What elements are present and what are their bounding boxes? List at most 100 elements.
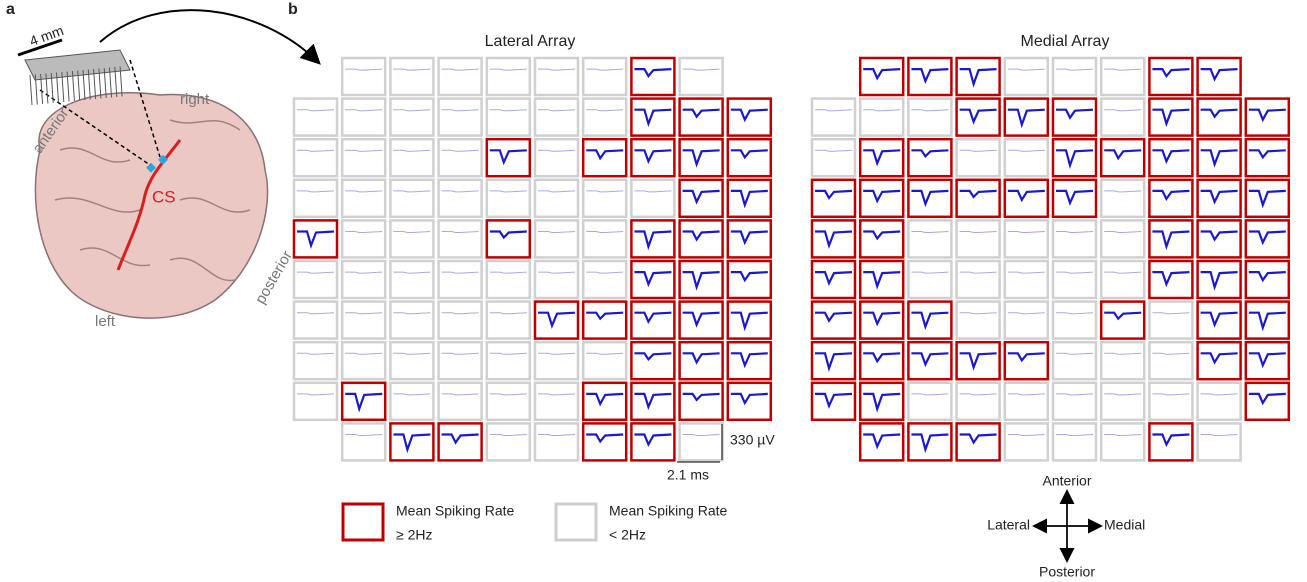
channel xyxy=(292,381,339,422)
channel xyxy=(485,259,532,300)
waveform xyxy=(538,311,576,329)
channel xyxy=(1196,340,1242,381)
channel xyxy=(678,56,724,97)
waveform xyxy=(730,108,768,123)
channel xyxy=(1003,422,1050,462)
channel xyxy=(485,422,532,462)
waveform xyxy=(1007,393,1045,396)
channel xyxy=(533,219,580,259)
channel xyxy=(1003,340,1050,381)
waveform xyxy=(815,352,853,372)
channel xyxy=(1196,219,1242,259)
channel xyxy=(485,340,532,381)
array-site xyxy=(146,162,156,173)
waveform xyxy=(1007,149,1045,152)
direction-label: right xyxy=(180,91,210,108)
channel xyxy=(1051,381,1098,422)
waveform xyxy=(730,149,768,160)
waveform xyxy=(393,190,431,193)
pin xyxy=(87,69,91,100)
pin xyxy=(98,68,102,99)
waveform xyxy=(1056,271,1094,274)
channel xyxy=(858,340,905,381)
panel-label: a xyxy=(6,1,15,18)
channel xyxy=(533,381,580,422)
channel xyxy=(437,300,483,340)
waveform xyxy=(682,149,720,168)
channel xyxy=(533,259,580,300)
channel xyxy=(533,97,580,137)
waveform xyxy=(911,271,949,274)
waveform xyxy=(441,190,479,193)
waveform xyxy=(586,109,624,112)
panel-label: b xyxy=(288,1,298,18)
channel xyxy=(1148,422,1194,462)
channel xyxy=(1244,219,1291,259)
channel xyxy=(726,300,773,340)
channel xyxy=(955,137,1001,178)
channel xyxy=(485,178,532,219)
waveform xyxy=(863,230,901,241)
channel xyxy=(858,422,905,462)
waveform xyxy=(489,271,527,274)
waveform xyxy=(586,311,624,321)
waveform xyxy=(863,352,901,364)
channel xyxy=(1003,259,1050,300)
waveform xyxy=(297,230,335,249)
waveform xyxy=(815,149,853,152)
waveform xyxy=(959,271,997,274)
waveform xyxy=(682,230,720,242)
channel xyxy=(389,300,435,340)
waveform xyxy=(911,149,949,159)
channel xyxy=(340,300,387,340)
waveform xyxy=(538,393,576,396)
waveform xyxy=(863,149,901,167)
waveform xyxy=(1152,108,1190,128)
channel xyxy=(907,259,953,300)
channel xyxy=(630,137,676,178)
waveform xyxy=(1104,271,1142,274)
waveform xyxy=(1152,312,1190,315)
legend-swatch xyxy=(341,502,385,542)
channel xyxy=(340,97,387,137)
pin xyxy=(114,66,118,98)
waveform xyxy=(538,149,576,152)
channel xyxy=(1148,178,1194,219)
waveform xyxy=(586,149,624,161)
legend-text: < 2Hz xyxy=(609,527,646,543)
channel xyxy=(907,300,953,340)
waveform xyxy=(1152,68,1190,79)
waveform xyxy=(441,271,479,274)
waveform xyxy=(815,230,853,249)
channel xyxy=(1051,422,1098,462)
channel xyxy=(389,422,435,462)
channel xyxy=(955,97,1001,137)
channel xyxy=(810,381,857,422)
channel xyxy=(1051,137,1098,178)
waveform xyxy=(634,311,672,325)
pin xyxy=(103,67,107,99)
channel xyxy=(1196,422,1242,462)
channel xyxy=(581,340,628,381)
waveform xyxy=(297,149,335,152)
waveform xyxy=(1248,189,1286,209)
channel xyxy=(1196,381,1242,422)
channel xyxy=(1196,259,1242,300)
waveform xyxy=(345,271,383,274)
pin xyxy=(93,68,97,100)
waveform xyxy=(297,190,335,193)
waveform xyxy=(1200,230,1238,242)
waveform xyxy=(682,271,720,291)
pin xyxy=(50,72,54,104)
waveform xyxy=(634,230,672,251)
waveform xyxy=(815,109,853,112)
waveform xyxy=(297,271,335,274)
waveform xyxy=(586,433,624,444)
waveform xyxy=(863,109,901,112)
channel xyxy=(955,178,1001,219)
channel xyxy=(726,178,773,219)
waveform xyxy=(1248,271,1286,283)
channel xyxy=(630,300,676,340)
channel xyxy=(1148,300,1194,340)
channel xyxy=(1051,97,1098,137)
